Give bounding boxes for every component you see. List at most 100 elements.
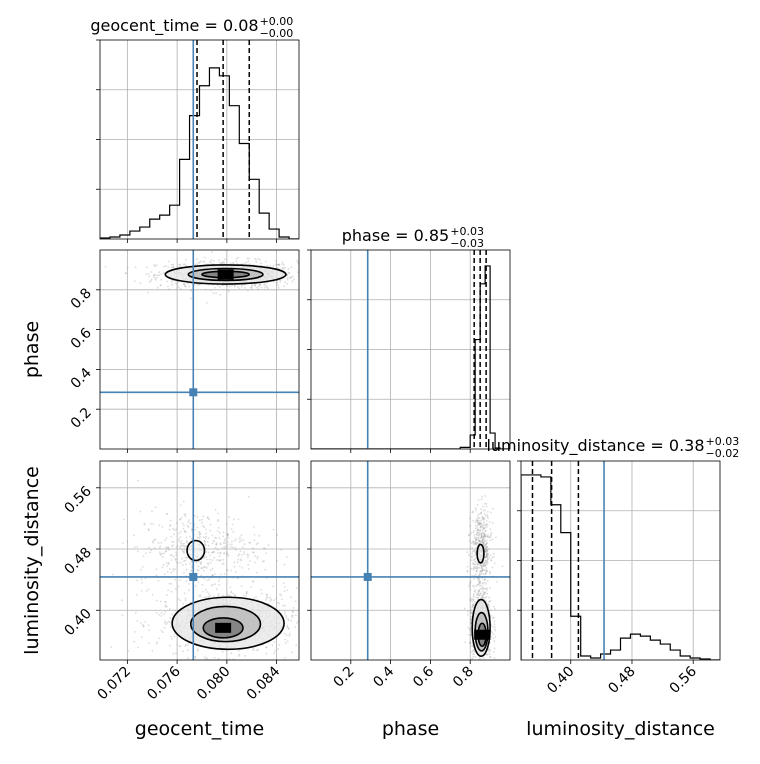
sample-point <box>476 663 478 665</box>
sample-point <box>140 578 143 581</box>
sample-point <box>207 562 209 565</box>
sample-point <box>230 591 233 594</box>
sample-point <box>196 283 199 286</box>
sample-point <box>180 530 182 533</box>
sample-point <box>489 614 492 617</box>
sample-point <box>179 561 182 564</box>
sample-point <box>484 560 487 562</box>
sample-point <box>140 568 142 571</box>
sample-point <box>491 538 494 541</box>
sample-point <box>184 513 187 516</box>
sample-point <box>470 612 472 614</box>
sample-point <box>249 541 252 544</box>
sample-point <box>137 550 139 553</box>
sample-point <box>245 592 248 595</box>
sample-point <box>472 520 474 522</box>
sample-point <box>485 583 488 585</box>
sample-point <box>329 628 331 630</box>
sample-point <box>154 277 157 280</box>
sample-point <box>217 592 220 595</box>
sample-point <box>217 657 220 660</box>
sample-point <box>207 592 210 595</box>
sample-point <box>475 520 478 522</box>
sample-point <box>133 280 136 283</box>
sample-point <box>492 508 494 510</box>
sample-point <box>239 550 242 553</box>
sample-point <box>204 543 206 545</box>
sample-point <box>204 537 207 540</box>
sample-point <box>476 596 479 599</box>
sample-point <box>171 545 173 548</box>
sample-point <box>476 567 479 570</box>
sample-point <box>201 518 204 521</box>
sample-point <box>188 583 190 585</box>
sample-point <box>304 628 306 630</box>
panel-frame <box>99 460 300 661</box>
sample-point <box>273 641 276 643</box>
sample-point <box>248 495 250 498</box>
sample-point <box>223 262 226 265</box>
sample-point <box>168 621 171 624</box>
sample-point <box>197 536 199 539</box>
sample-point <box>213 556 216 559</box>
sample-point <box>169 617 172 620</box>
sample-point <box>213 656 216 659</box>
sample-point <box>283 590 286 592</box>
sample-point <box>208 665 210 667</box>
sample-point <box>145 273 148 276</box>
sample-point <box>252 551 255 554</box>
sample-point <box>472 567 475 570</box>
sample-point <box>170 571 173 574</box>
sample-point <box>244 655 247 657</box>
sample-point <box>150 279 153 282</box>
sample-point <box>276 281 278 284</box>
sample-point <box>486 561 489 564</box>
sample-point <box>184 599 187 602</box>
sample-point <box>295 621 298 624</box>
sample-point <box>194 514 196 517</box>
sample-point <box>153 547 156 549</box>
sample-point <box>486 592 489 595</box>
panel-title-luminosity_distance: luminosity_distance = 0.38 +0.03−0.02 <box>486 435 739 460</box>
sample-point <box>291 614 294 617</box>
sample-point <box>203 656 206 659</box>
sample-point <box>284 638 286 641</box>
sample-point <box>235 257 238 260</box>
sample-point <box>152 523 155 525</box>
sample-point <box>474 542 477 544</box>
sample-point <box>481 531 484 534</box>
sample-point <box>228 543 231 545</box>
sample-point <box>479 526 482 529</box>
sample-point <box>476 563 479 566</box>
sample-point <box>238 649 240 652</box>
y-axis-label-phase: phase <box>21 321 43 378</box>
x-tick-label: 0.48 <box>605 664 638 697</box>
x-tick-label: 0.080 <box>194 664 234 704</box>
histogram-step-luminosity_distance <box>521 474 720 660</box>
sample-point <box>203 566 206 568</box>
sample-point <box>482 596 485 599</box>
sample-point <box>484 565 486 568</box>
sample-point <box>245 595 248 597</box>
sample-point <box>148 275 150 278</box>
sample-point <box>229 595 232 597</box>
sample-point <box>148 629 151 631</box>
histogram-step-geocent_time <box>100 67 299 239</box>
sample-point <box>484 503 486 505</box>
sample-point <box>233 565 236 568</box>
sample-point <box>286 273 289 276</box>
sample-point <box>182 527 185 530</box>
sample-point <box>202 536 205 539</box>
sample-point <box>276 263 279 266</box>
sample-point <box>488 536 491 539</box>
sample-point <box>222 260 225 263</box>
sample-point <box>160 273 163 276</box>
sample-point <box>480 519 482 522</box>
sample-point <box>300 278 302 280</box>
sample-point <box>483 513 486 515</box>
sample-point <box>173 533 175 536</box>
sample-point <box>219 542 222 545</box>
sample-point <box>477 579 480 581</box>
sample-point <box>145 552 147 555</box>
sample-point <box>235 538 237 540</box>
